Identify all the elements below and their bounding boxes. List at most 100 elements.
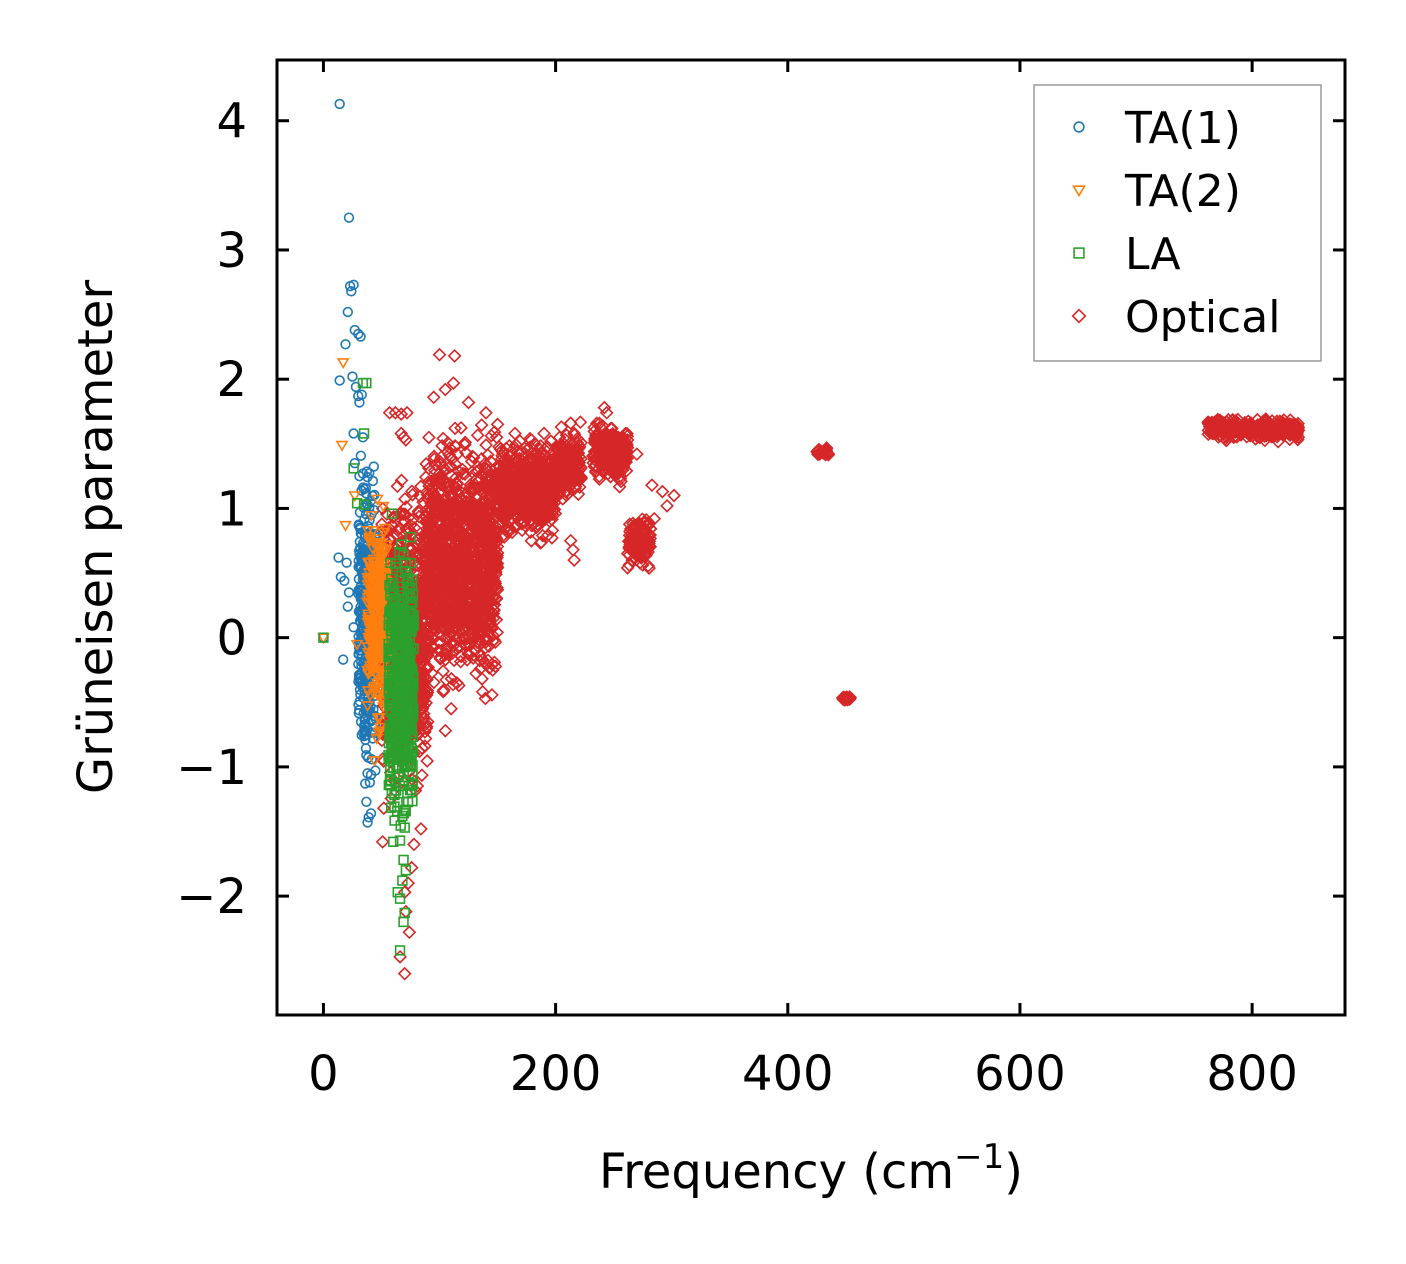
data-point [461,531,476,546]
data-point [495,496,510,511]
data-point [628,526,643,541]
data-point [454,420,468,435]
data-point [574,435,588,450]
data-point [549,461,564,476]
data-point [436,664,450,679]
data-point [405,487,420,502]
data-point [571,441,586,456]
data-point [416,673,430,688]
data-point [418,544,433,558]
data-point [448,439,462,453]
data-point [559,439,574,454]
data-point [491,524,505,539]
data-point [466,540,481,555]
data-point [433,652,448,666]
data-point [472,653,487,668]
data-point [422,479,436,493]
data-point [487,575,501,589]
data-point [420,530,435,544]
data-point [424,517,438,531]
data-point [549,454,563,469]
data-point [535,528,550,543]
data-point [435,536,450,551]
data-point [478,480,493,494]
data-point [572,463,587,478]
data-point [502,513,517,528]
data-point [565,438,580,453]
data-point [459,494,474,509]
data-point [499,507,513,522]
data-point [421,628,435,642]
data-point [445,452,460,466]
data-point [448,564,463,579]
data-point [440,557,455,572]
data-point [419,721,434,736]
data-point [532,442,547,456]
data-point [567,426,581,440]
data-point [478,640,493,655]
data-point [490,556,505,571]
data-point [421,577,436,591]
data-point [421,592,436,607]
data-point [434,643,449,658]
data-point [394,473,409,488]
data-point [428,544,443,559]
data-point [456,466,470,481]
data-point [477,457,492,471]
data-point [420,754,435,768]
data-point [430,607,445,621]
data-point [587,420,602,435]
data-point [588,465,603,479]
data-point [474,418,489,432]
data-point [478,461,493,476]
data-point [462,579,476,594]
data-point [556,477,571,492]
data-point [465,449,480,464]
data-point [587,431,602,446]
data-point [528,484,543,499]
data-point [461,613,475,628]
data-point [436,684,451,699]
data-point [496,512,511,527]
data-point [424,666,439,680]
data-point [461,630,476,644]
data-point [421,461,436,476]
data-point [498,484,513,499]
data-point [417,682,432,697]
data-point [530,476,545,491]
data-point [444,468,459,483]
data-point [445,646,460,660]
data-point [488,659,503,674]
data-point [614,474,628,489]
data-point [440,514,455,528]
data-point [439,571,454,585]
data-point [524,533,539,548]
data-point [627,542,641,557]
data-point [424,639,439,654]
data-point [497,453,512,467]
data-point [489,612,504,627]
data-point [458,467,472,482]
data-point [381,520,396,535]
data-point [482,542,497,557]
data-point [455,546,470,561]
data-point [477,464,492,479]
data-point [618,436,633,451]
data-point [426,639,441,654]
data-point [451,503,465,517]
data-point [435,607,450,622]
data-point [404,484,419,499]
data-point [438,652,453,667]
data-point [555,442,570,457]
data-point [419,515,433,530]
data-point [426,589,441,604]
data-point [450,630,465,644]
data-point [514,479,529,494]
data-point [838,693,852,707]
data-point [491,481,506,496]
data-point [425,479,440,494]
data-point [818,442,833,457]
data-point [460,652,475,667]
data-point [469,666,484,681]
data-point [642,561,656,575]
